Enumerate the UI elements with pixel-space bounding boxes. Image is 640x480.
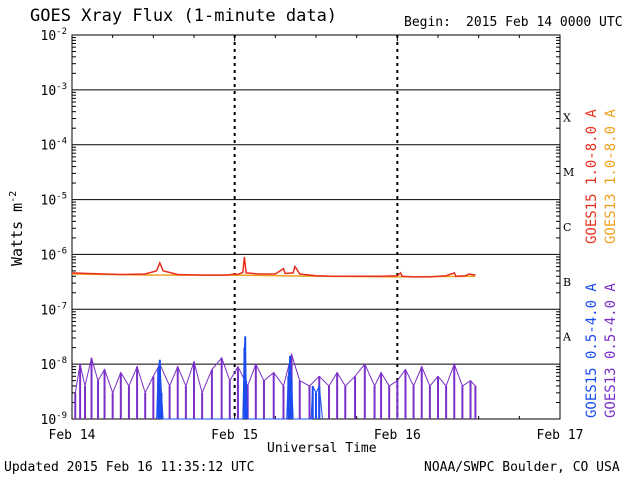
- y-tick-exp: -4: [56, 137, 67, 147]
- y-tick-label: 10-3: [41, 82, 68, 99]
- flux-trace: [74, 352, 476, 395]
- x-tick-label: Feb 15: [211, 428, 258, 443]
- y-tick-label: 10-7: [41, 301, 68, 318]
- flare-class-label: C: [563, 221, 571, 234]
- legend-goes15-long: GOES15 1.0-8.0 A: [584, 109, 600, 244]
- legend-goes13-long: GOES13 1.0-8.0 A: [603, 109, 619, 244]
- begin-label: Begin:: [404, 15, 451, 30]
- series-goes13-short: [74, 352, 477, 419]
- y-tick-exp: -9: [56, 411, 67, 421]
- y-axis-label: Watts m-2: [8, 191, 26, 266]
- begin-value: 2015 Feb 14 0000 UTC: [466, 15, 623, 30]
- plot-frame: [71, 34, 561, 420]
- flux-trace: [156, 336, 323, 420]
- y-tick-base: 10: [41, 248, 57, 263]
- flare-class-label: M: [563, 166, 574, 179]
- x-axis-label: Universal Time: [267, 441, 377, 456]
- y-axis-label-sup: -2: [8, 190, 19, 203]
- y-tick-label: 10-4: [41, 137, 68, 154]
- legend-goes15-long-text: GOES15 1.0-8.0 A: [584, 109, 600, 244]
- updated-timestamp: Updated 2015 Feb 16 11:35:12 UTC: [4, 460, 255, 475]
- y-tick-exp: -5: [56, 192, 67, 202]
- x-tick-label: Feb 16: [374, 428, 421, 443]
- y-tick-base: 10: [41, 413, 57, 428]
- y-tick-base: 10: [41, 29, 57, 44]
- flare-class-label: B: [563, 276, 571, 289]
- y-tick-exp: -8: [56, 356, 67, 366]
- legend-goes13-short-text: GOES13 0.5-4.0 A: [603, 283, 619, 418]
- y-tick-exp: -6: [56, 246, 67, 256]
- legend-goes15-short-text: GOES15 0.5-4.0 A: [584, 283, 600, 418]
- legend-goes13-long-text: GOES13 1.0-8.0 A: [603, 109, 619, 244]
- y-tick-base: 10: [41, 84, 57, 99]
- flare-class-label: X: [563, 111, 571, 124]
- y-tick-base: 10: [41, 139, 57, 154]
- series-goes15-long: [71, 256, 476, 278]
- y-tick-label: 10-6: [41, 246, 68, 263]
- series-goes15-short: [156, 336, 323, 420]
- x-tick-label: Feb 17: [537, 428, 584, 443]
- x-tick-label: Feb 14: [49, 428, 96, 443]
- y-tick-base: 10: [41, 358, 57, 373]
- y-tick-exp: -3: [56, 82, 67, 92]
- y-tick-base: 10: [41, 303, 57, 318]
- flare-class-label: A: [562, 331, 572, 344]
- chart-title: GOES Xray Flux (1-minute data): [30, 6, 338, 26]
- y-tick-base: 10: [41, 194, 57, 209]
- y-axis-label-text: Watts m: [8, 202, 26, 266]
- legend-goes15-short: GOES15 0.5-4.0 A: [584, 283, 600, 418]
- y-tick-label: 10-5: [41, 192, 68, 209]
- credit-text: NOAA/SWPC Boulder, CO USA: [424, 460, 620, 475]
- y-tick-label: 10-9: [41, 411, 68, 428]
- y-tick-label: 10-2: [41, 27, 68, 44]
- y-tick-exp: -2: [56, 27, 67, 37]
- legend-goes13-short: GOES13 0.5-4.0 A: [603, 283, 619, 418]
- y-tick-exp: -7: [56, 301, 67, 311]
- y-tick-label: 10-8: [41, 356, 68, 373]
